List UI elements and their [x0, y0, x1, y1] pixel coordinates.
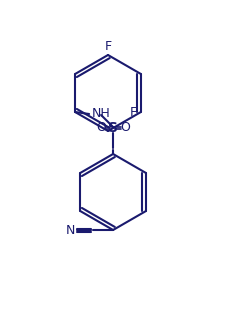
Text: O: O: [120, 122, 129, 135]
Text: S: S: [108, 121, 118, 135]
Text: O: O: [96, 122, 106, 135]
Text: N: N: [65, 224, 75, 237]
Text: F: F: [129, 106, 136, 118]
Text: F: F: [104, 40, 111, 53]
Text: NH: NH: [92, 107, 110, 121]
